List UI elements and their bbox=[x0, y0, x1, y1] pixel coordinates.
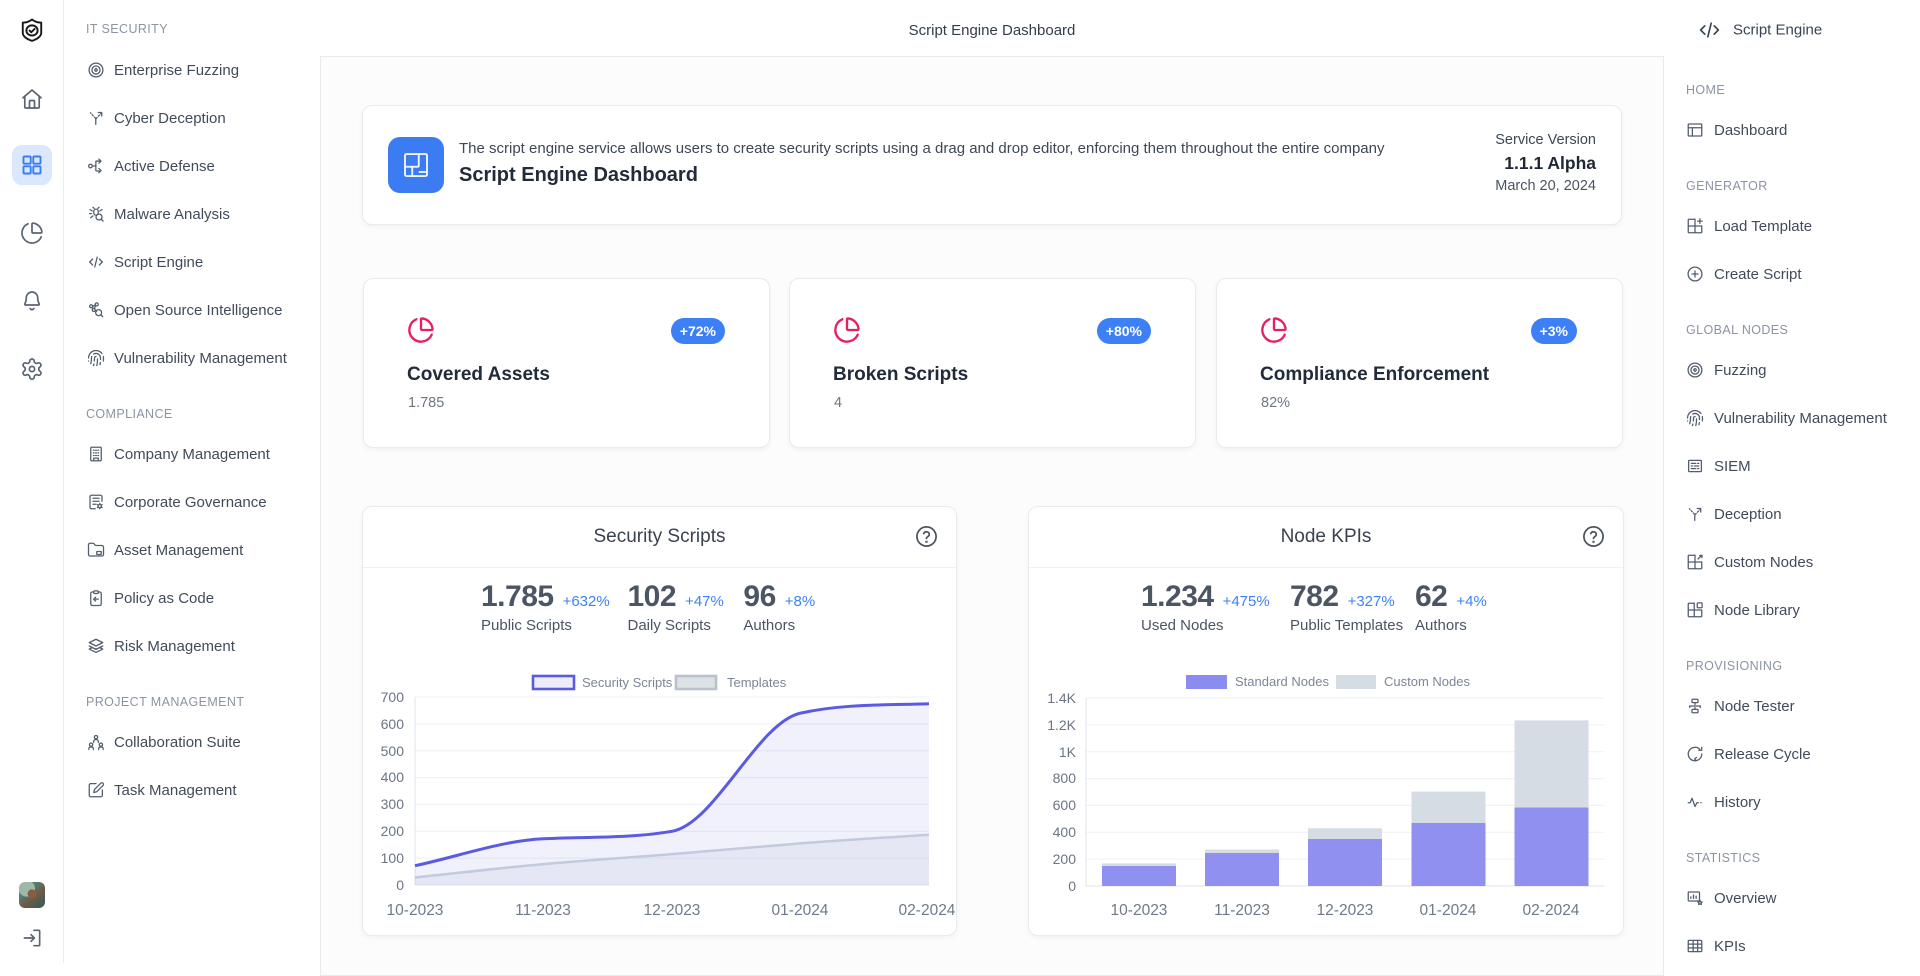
svg-text:100: 100 bbox=[381, 850, 405, 866]
svg-text:800: 800 bbox=[1053, 770, 1077, 786]
svg-text:02-2024: 02-2024 bbox=[899, 902, 956, 919]
svg-text:01-2024: 01-2024 bbox=[1420, 902, 1477, 919]
svg-text:600: 600 bbox=[1053, 797, 1077, 813]
svg-text:10-2023: 10-2023 bbox=[387, 902, 444, 919]
svg-text:12-2023: 12-2023 bbox=[1317, 902, 1374, 919]
svg-text:Standard Nodes: Standard Nodes bbox=[1235, 674, 1329, 689]
svg-text:1.4K: 1.4K bbox=[1047, 690, 1076, 706]
svg-text:600: 600 bbox=[381, 716, 405, 732]
svg-text:0: 0 bbox=[396, 877, 404, 893]
svg-text:1.2K: 1.2K bbox=[1047, 717, 1076, 733]
svg-text:11-2023: 11-2023 bbox=[1214, 902, 1270, 919]
svg-text:Templates: Templates bbox=[727, 675, 787, 690]
svg-text:Security Scripts: Security Scripts bbox=[582, 675, 673, 690]
svg-text:500: 500 bbox=[381, 743, 405, 759]
svg-text:Custom Nodes: Custom Nodes bbox=[1384, 674, 1470, 689]
svg-text:12-2023: 12-2023 bbox=[644, 902, 701, 919]
svg-text:02-2024: 02-2024 bbox=[1523, 902, 1580, 919]
svg-text:11-2023: 11-2023 bbox=[515, 902, 571, 919]
svg-text:200: 200 bbox=[381, 823, 405, 839]
svg-text:10-2023: 10-2023 bbox=[1111, 902, 1168, 919]
svg-text:400: 400 bbox=[1053, 824, 1077, 840]
svg-text:01-2024: 01-2024 bbox=[772, 902, 829, 919]
svg-text:0: 0 bbox=[1068, 878, 1076, 894]
svg-text:1K: 1K bbox=[1059, 744, 1077, 760]
svg-text:200: 200 bbox=[1053, 851, 1077, 867]
svg-text:400: 400 bbox=[381, 769, 405, 785]
svg-text:300: 300 bbox=[381, 796, 405, 812]
svg-text:700: 700 bbox=[381, 689, 405, 705]
